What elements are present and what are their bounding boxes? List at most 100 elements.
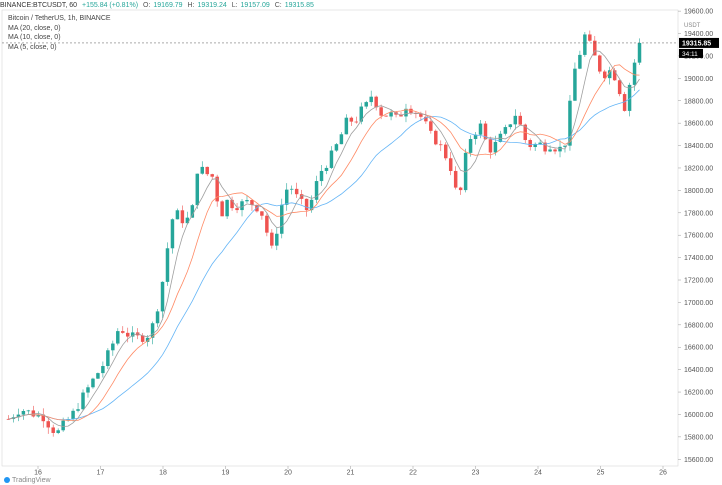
candle-up xyxy=(344,114,349,135)
candle-up xyxy=(101,361,105,378)
y-tick-label: 16400.00 xyxy=(684,367,713,374)
candle-body xyxy=(543,142,547,152)
candle-up xyxy=(284,183,289,211)
candle-body xyxy=(563,145,567,147)
candle-body xyxy=(583,34,587,55)
candle-up xyxy=(289,185,294,195)
candle-down xyxy=(384,115,388,117)
candle-body xyxy=(573,68,577,101)
candle-up xyxy=(533,142,537,151)
candle-body xyxy=(71,410,75,420)
candles xyxy=(6,30,642,437)
candle-body xyxy=(299,194,304,199)
candle-body xyxy=(588,34,592,41)
candle-down xyxy=(612,67,617,81)
candle-body xyxy=(429,121,433,131)
candle-body xyxy=(448,158,453,171)
candle-down xyxy=(31,405,36,418)
candle-body xyxy=(568,100,572,146)
candle-down xyxy=(458,186,463,195)
candle-up xyxy=(225,199,229,219)
currency-label: USDT xyxy=(684,23,701,29)
candle-up xyxy=(573,62,577,101)
candle-up xyxy=(86,384,90,398)
candle-body xyxy=(389,112,393,117)
x-tick-label: 19 xyxy=(222,470,230,477)
candle-up xyxy=(170,218,175,254)
candle-down xyxy=(125,327,130,343)
candle-body xyxy=(349,117,354,122)
candle-body xyxy=(379,107,383,116)
legend-title[interactable]: Bitcoin / TetherUS, 1h, BINANCE xyxy=(8,15,111,22)
candle-up xyxy=(26,409,31,415)
candle-down xyxy=(41,408,46,428)
brand-label: TradingView xyxy=(12,477,51,484)
candle-down xyxy=(294,182,299,198)
candle-up xyxy=(155,308,160,328)
candle-body xyxy=(483,123,488,140)
y-tick-label: 16200.00 xyxy=(684,390,713,397)
price-tag-bg xyxy=(679,37,719,48)
candle-down xyxy=(448,152,453,176)
ma20-line xyxy=(8,89,640,421)
x-tick-label: 16 xyxy=(34,470,42,477)
candle-down xyxy=(617,79,622,97)
candle-body xyxy=(334,144,339,151)
candle-up xyxy=(96,372,100,379)
candle-up xyxy=(130,326,135,343)
candle-body xyxy=(235,208,239,211)
legend-ma5[interactable]: MA (5, close, 0) xyxy=(8,43,57,51)
candle-body xyxy=(538,142,542,144)
legend-ma10[interactable]: MA (10, close, 0) xyxy=(8,34,61,41)
candle-body xyxy=(280,204,284,234)
candle-up xyxy=(195,173,200,209)
candle-body xyxy=(51,427,55,433)
x-tick-label: 21 xyxy=(347,470,355,477)
candle-body xyxy=(265,215,269,233)
candle-body xyxy=(21,411,26,415)
candle-down xyxy=(354,116,359,124)
candle-down xyxy=(205,166,209,177)
y-tick-label: 19400.00 xyxy=(684,31,713,38)
candle-body xyxy=(439,144,443,146)
candle-down xyxy=(543,139,547,155)
candle-body xyxy=(324,167,329,171)
candle-body xyxy=(230,199,234,209)
candle-body xyxy=(56,430,60,433)
candle-body xyxy=(289,188,294,190)
candle-body xyxy=(409,108,413,114)
candle-body xyxy=(463,152,468,191)
candle-body xyxy=(155,311,160,324)
candle-body xyxy=(81,392,85,410)
legend-ma20[interactable]: MA (20, close, 0) xyxy=(8,24,61,32)
y-tick-label: 17200.00 xyxy=(684,278,713,285)
candle-body xyxy=(553,149,557,152)
y-tick-label: 16600.00 xyxy=(684,345,713,352)
x-tick-label: 24 xyxy=(534,470,542,477)
y-tick-label: 18200.00 xyxy=(684,165,713,172)
candle-body xyxy=(374,96,378,108)
candle-body xyxy=(294,188,299,195)
candle-up xyxy=(607,66,612,85)
symbol-label[interactable]: BINANCE:BTCUSDT, 60 xyxy=(0,2,78,9)
candle-body xyxy=(270,232,274,246)
candle-body xyxy=(31,410,36,417)
y-tick-label: 18000.00 xyxy=(684,188,713,195)
candle-down xyxy=(46,418,50,434)
candle-body xyxy=(111,343,115,351)
candle-body xyxy=(121,331,125,333)
candle-body xyxy=(91,378,95,388)
close-label: C: xyxy=(274,2,282,9)
candle-up xyxy=(165,242,170,286)
candle-body xyxy=(533,143,537,148)
candle-body xyxy=(622,94,627,111)
candle-body xyxy=(145,337,150,342)
candle-body xyxy=(150,323,155,338)
change-value: +155.84 (+0.81%) xyxy=(81,2,139,9)
y-tick-label: 16000.00 xyxy=(684,412,713,419)
countdown: 34:11 xyxy=(682,51,698,58)
candle-body xyxy=(205,166,209,175)
candle-down xyxy=(349,116,354,127)
candle-body xyxy=(26,410,31,412)
